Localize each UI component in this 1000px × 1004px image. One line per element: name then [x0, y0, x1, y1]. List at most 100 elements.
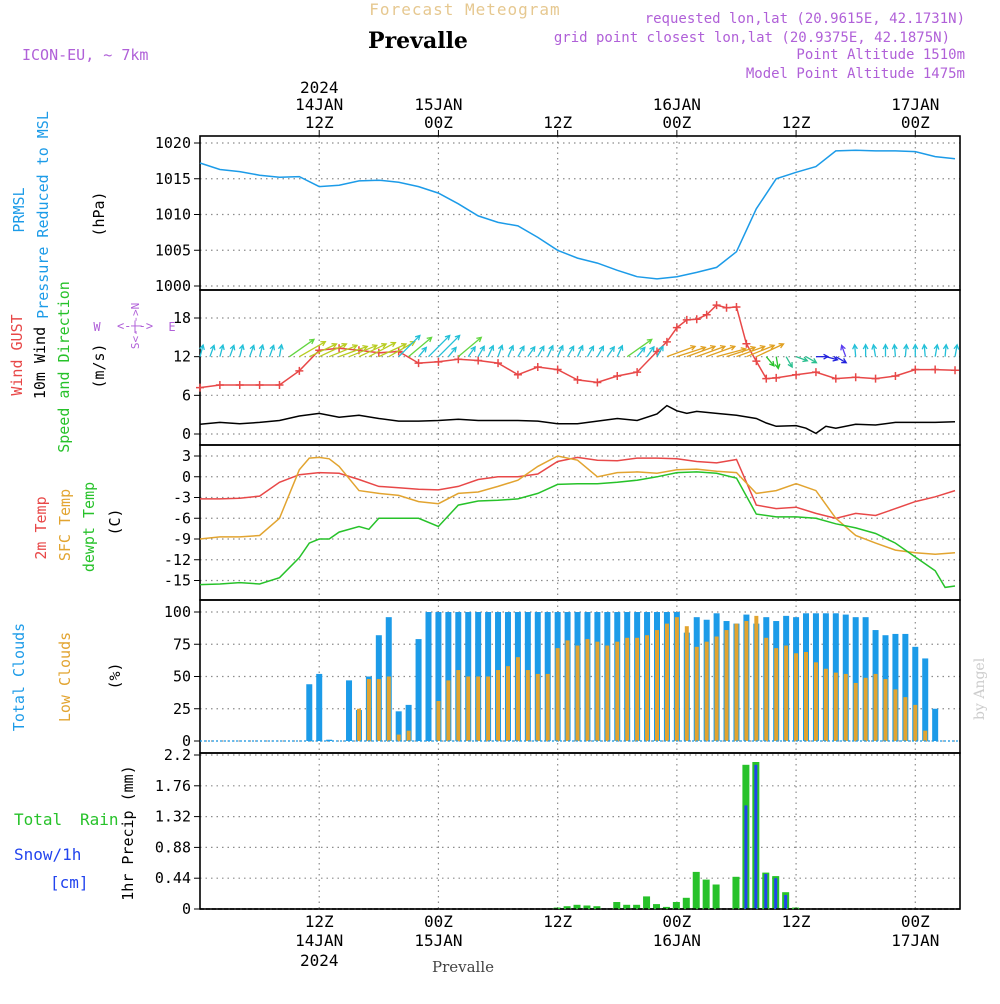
wind-arrow-head	[778, 343, 785, 349]
ytick-label: -9	[173, 530, 191, 548]
precip-label-total: Total	[14, 810, 62, 829]
cloud-low-bar	[436, 701, 441, 741]
cloud-low-bar	[456, 670, 461, 741]
wind-arrow-head	[219, 343, 225, 351]
wind-arrow	[923, 344, 926, 357]
wind-arrow	[447, 347, 457, 358]
wind-arrow-head	[238, 343, 245, 351]
cloud-low-bar	[833, 672, 838, 741]
wind-arrow-head	[351, 344, 359, 350]
panel-frame	[199, 444, 961, 601]
cloud-low-bar	[863, 677, 868, 741]
wind-arrow-head	[488, 344, 495, 351]
cloud-ylabel: (%)	[106, 662, 124, 689]
wind-gust-marker	[692, 315, 701, 324]
wind-arrow-head	[409, 340, 416, 347]
wind-arrow	[527, 346, 536, 358]
precip-rain-bar	[573, 904, 581, 909]
cloud-low-bar	[654, 630, 659, 741]
wind-arrow-head	[476, 336, 483, 343]
wind-arrow	[656, 345, 664, 357]
cloud-low-bar	[356, 708, 361, 741]
wind-arrow	[841, 345, 847, 357]
temp-line-sfc-temp	[199, 455, 956, 555]
ytick-label: -15	[164, 572, 191, 590]
wind-arrow	[239, 344, 244, 357]
cloud-ylabel: Total Clouds	[10, 623, 28, 731]
wind-gust-marker	[434, 357, 443, 366]
ytick-label: 0.44	[155, 869, 191, 887]
ytick-label: 50	[173, 668, 191, 686]
panel-clouds: 0 25 50 75 100	[164, 599, 961, 754]
time-label-bottom: 12Z	[782, 912, 811, 931]
wind-arrow-head	[649, 345, 655, 352]
wind-gust-marker	[295, 366, 304, 375]
precip-snow-bar	[754, 764, 758, 909]
wind-arrow	[299, 341, 326, 358]
wind-gust-marker	[593, 378, 602, 387]
wind-arrow-head	[617, 344, 624, 351]
cloud-low-bar	[843, 673, 848, 741]
cloud-low-bar	[754, 615, 759, 741]
wind-arrow	[606, 346, 615, 358]
ytick-label: 1010	[155, 206, 191, 224]
cloud-low-bar	[724, 630, 729, 741]
panel-temperature: -15 -12 -9 -6 -3 0 3	[164, 444, 961, 601]
wind-arrow	[726, 346, 756, 358]
wind-gust-marker	[682, 315, 691, 324]
ytick-label: 6	[182, 386, 191, 404]
wind-arrow-head	[444, 334, 451, 341]
time-label-bottom: 12Z	[543, 912, 572, 931]
cloud-total-bar	[852, 617, 859, 741]
precip-rain-bar	[692, 871, 700, 909]
precip-rain-bar	[712, 884, 720, 909]
wind-arrow-head	[454, 334, 461, 341]
wind-series	[196, 301, 960, 435]
page-title: Prevalle	[368, 28, 468, 54]
wind-arrow-head	[729, 345, 737, 351]
cloud-low-bar	[366, 679, 371, 741]
temperature-series	[199, 455, 956, 589]
cloud-low-bar	[694, 646, 699, 741]
precip-rain-bar	[623, 904, 631, 909]
ytick-label: 0	[182, 732, 191, 750]
temp-ylabel: (C)	[106, 508, 124, 535]
wind-gust-marker	[275, 381, 284, 390]
wind-arrow	[676, 346, 706, 358]
compass-w: W	[93, 320, 101, 334]
ytick-label: 0	[182, 425, 191, 443]
wind-gust-marker	[513, 370, 522, 379]
wind-arrow	[378, 343, 407, 358]
wind-arrow	[368, 342, 396, 358]
precip-snow-bar	[744, 805, 748, 909]
wind-arrow	[219, 344, 224, 357]
cloud-low-bar	[535, 673, 540, 741]
wind-gust-marker	[931, 365, 940, 374]
wind-ylabel: 10m Wind	[31, 327, 49, 399]
wind-arrow-head	[646, 338, 653, 345]
cloud-low-bar	[545, 673, 550, 741]
cloud-low-bar	[774, 648, 779, 741]
wind-arrow	[765, 356, 775, 367]
cloud-low-bar	[664, 623, 669, 741]
time-label-top: 16JAN	[653, 95, 701, 114]
precip-label-snow: Snow/1h	[14, 845, 81, 864]
cloud-low-bar	[376, 679, 381, 741]
wind-arrow	[646, 346, 655, 358]
wind-gust-marker	[662, 337, 671, 346]
precip-rain-bar	[702, 879, 710, 909]
wind-gust-marker	[742, 339, 751, 348]
time-label-top: 00Z	[901, 113, 930, 132]
wind-gust-marker	[831, 374, 840, 383]
wind-arrow	[853, 344, 857, 357]
precip-label-rain: Rain	[80, 810, 119, 829]
cloud-low-bar	[446, 680, 451, 741]
ytick-label: -12	[164, 551, 191, 569]
wind-arrow-head	[832, 355, 839, 362]
wind-arrow	[746, 344, 775, 358]
precip-rain-bar	[672, 902, 680, 909]
pressure-series	[199, 149, 956, 280]
wind-arrow-head	[400, 343, 408, 349]
wind-arrow	[795, 356, 808, 362]
